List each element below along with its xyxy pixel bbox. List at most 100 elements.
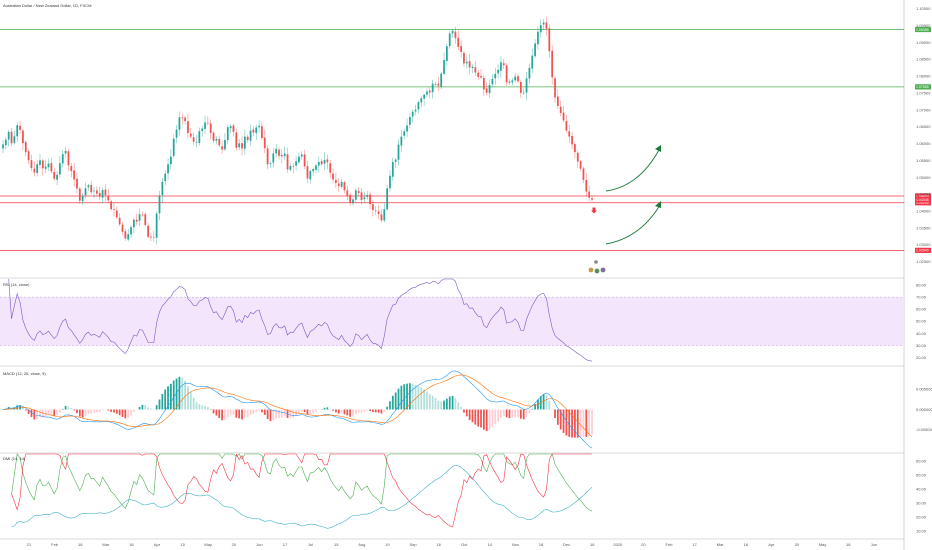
price-axis[interactable]: 1.02500 1.03000 1.03500 1.04000 1.04500 1.050… [916,6,932,533]
macd-histogram-bar [460,406,462,410]
level-tag-label: 1.04250 [916,201,929,205]
dmi-adx-line [11,465,593,529]
candle [118,213,121,227]
price-tick-label: 1.06500 [916,124,931,129]
macd-histogram-bar [96,409,98,413]
macd-histogram-bar [335,409,337,413]
macd-histogram-bar [76,409,78,414]
candle [47,158,50,171]
macd-title: MACD (12, 26, close, 9) [3,371,46,376]
candle [565,114,568,133]
macd-histogram-bar [93,409,95,413]
macd-histogram-bar [585,409,588,437]
macd-histogram-bar [312,409,315,414]
candle [209,119,212,140]
candle [70,163,73,178]
horizontal-levels[interactable]: 1.09385 1.07685 1.04450 1.04250 1.02840 1.043… [0,26,931,253]
candle [411,109,414,123]
macd-histogram-bar [229,409,232,416]
candle [167,158,169,181]
price-tick-label: 1.09500 [916,23,931,28]
candle [522,88,525,95]
macd-histogram-bar [241,409,243,420]
candle [440,72,443,90]
macd-histogram-bar [204,406,206,410]
candle [201,125,204,137]
candle [150,232,152,242]
candle [340,179,343,189]
rsi-tick-label: 70.00 [916,294,927,299]
candle [96,186,98,196]
time-tick-label: 20 [641,542,646,547]
candle [420,96,423,107]
candle [386,185,389,211]
candle [36,159,39,177]
time-tick-label: 19 [385,542,390,547]
macd-histogram-bar [275,409,278,419]
candle [474,61,477,76]
candle [189,128,192,140]
macd-tick-label: 0.005000 [916,387,932,392]
macd-histogram-bar [391,395,394,410]
candle [431,79,434,99]
macd-histogram-bar [474,409,477,425]
candle [514,73,517,83]
rsi-band [0,297,904,346]
macd-histogram-bar [47,409,50,416]
candle [574,142,576,158]
candle [508,78,511,86]
candle [280,149,283,164]
macd-histogram-bar [246,409,249,418]
projection-arrow-upper-head [655,145,661,152]
candle [329,160,332,178]
candle [460,40,462,58]
candle [394,158,397,168]
macd-histogram-bar [591,409,593,435]
candle [537,26,539,50]
macd-histogram-bar [27,409,30,414]
price-tick-label: 1.04500 [916,192,931,197]
candle [525,71,528,100]
candle [204,115,206,134]
macd-histogram-bar [187,386,189,410]
macd-histogram-bar [329,408,332,410]
macd-histogram-bar [386,406,389,410]
candle [482,74,485,96]
macd-histogram-bar [488,409,491,430]
time-tick-label: 17 [692,542,697,547]
macd-histogram-bar [115,409,118,414]
macd-histogram-bar [582,409,585,437]
time-tick-label: 20 [795,542,800,547]
macd-histogram-bar [468,409,471,420]
candle [24,140,27,157]
candle [409,113,411,129]
candle [59,156,61,178]
candle [50,157,53,174]
macd-histogram-bar [243,409,246,418]
macd-histogram-bar [266,409,269,420]
rsi-tick-label: 20.00 [916,355,927,360]
candle [380,208,383,223]
macd-histogram-bar [343,409,346,415]
level-tag [915,26,931,33]
candle [172,134,175,158]
time-tick-label: Mar [717,542,725,547]
time-tick-label: Dec [563,542,570,547]
macd-histogram-bar [181,377,184,410]
macd-histogram-bar [238,409,241,419]
macd-histogram-bar [73,409,76,411]
time-axis[interactable]: 21 Feb 18 Mar 18 Apr 15 May 20 Jun 17 Jul 15 Aug 19 Sep… [27,542,877,547]
macd-histogram-bar [465,409,468,417]
candle [542,19,545,30]
candle [144,212,147,227]
time-tick-label: Jul [308,542,313,547]
macd-histogram-bar [309,409,312,415]
macd-histogram-bar [298,409,300,414]
macd-histogram-bar [44,409,47,417]
candle [426,88,428,98]
projection-arrow-lower [605,204,661,245]
candle [406,118,408,138]
macd-histogram-bar [340,409,343,414]
macd-histogram-bar [303,409,306,413]
